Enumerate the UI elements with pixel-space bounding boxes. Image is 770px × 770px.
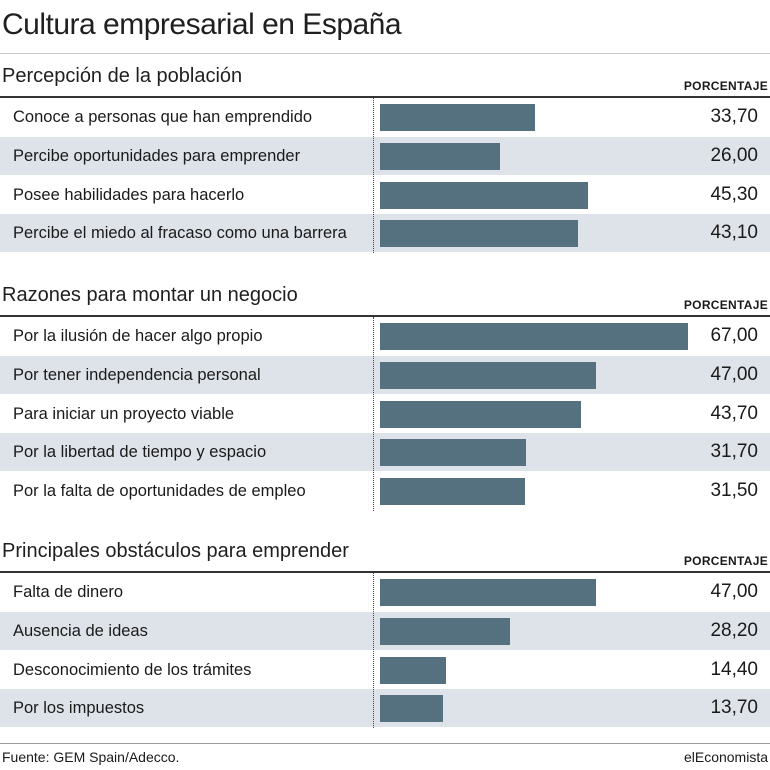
- bar: [380, 579, 597, 606]
- category-label: Percibe el miedo al fracaso como una bar…: [13, 224, 347, 243]
- value-column-header: PORCENTAJE: [683, 298, 768, 312]
- bar: [380, 104, 535, 131]
- section-title: Percepción de la población: [2, 65, 243, 87]
- bar-row: Desconocimiento de los trámites 14,40: [0, 651, 770, 689]
- value-label: 43,70: [710, 402, 758, 424]
- value-column-header: PORCENTAJE: [683, 79, 768, 93]
- category-label: Para iniciar un proyecto viable: [13, 404, 235, 423]
- value-label: 45,30: [710, 183, 758, 205]
- category-label: Conoce a personas que han emprendido: [13, 108, 313, 126]
- category-label: Por la ilusión de hacer algo propio: [13, 327, 263, 345]
- category-label: Por los impuestos: [13, 699, 145, 718]
- category-label: Por la libertad de tiempo y espacio: [13, 443, 267, 462]
- label-bar-divider: [373, 98, 374, 254]
- value-label: 47,00: [710, 581, 758, 602]
- section-title: Razones para montar un negocio: [2, 284, 298, 306]
- value-label: 47,00: [710, 363, 758, 385]
- bar-row: Ausencia de ideas 28,20: [0, 611, 770, 650]
- section-rule: [0, 571, 770, 573]
- bar-rows: Conoce a personas que han emprendido 33,7…: [0, 98, 770, 254]
- category-label: Ausencia de ideas: [13, 621, 148, 640]
- value-label: 28,20: [710, 619, 758, 641]
- section-rule: [0, 315, 770, 317]
- bar: [380, 478, 525, 506]
- category-label: Por la falta de oportunidades de empleo: [13, 482, 306, 501]
- category-label: Por tener independencia personal: [13, 365, 261, 384]
- value-label: 67,00: [710, 325, 758, 346]
- bar-row: Falta de dinero 47,00: [0, 573, 770, 611]
- bar-row: Conoce a personas que han emprendido 33,7…: [0, 98, 770, 136]
- category-label: Desconocimiento de los trámites: [13, 660, 252, 679]
- category-label: Posee habilidades para hacerlo: [13, 185, 245, 204]
- bar-row: Por tener independencia personal 47,00: [0, 355, 770, 394]
- value-label: 31,70: [710, 441, 758, 463]
- bar: [380, 220, 579, 248]
- value-label: 14,40: [710, 658, 758, 680]
- footer-divider: [0, 743, 770, 744]
- bar-row: Posee habilidades para hacerlo 45,30: [0, 176, 770, 214]
- bar: [380, 361, 597, 389]
- category-label: Percibe oportunidades para emprender: [13, 146, 301, 165]
- bar: [380, 656, 447, 684]
- chart-section-1: Percepción de la población PORCENTAJE Cono…: [0, 65, 770, 254]
- bar-row: Por la ilusión de hacer algo propio 67,00: [0, 317, 770, 355]
- bar-row: Por la libertad de tiempo y espacio 31,70: [0, 433, 770, 472]
- bar-row: Para iniciar un proyecto viable 43,70: [0, 395, 770, 433]
- source-note: Fuente: GEM Spain/Adecco.: [2, 749, 180, 765]
- bar-rows: Falta de dinero 47,00 Ausencia de ideas 28,…: [0, 573, 770, 729]
- value-label: 43,10: [710, 222, 758, 244]
- bar-row: Por los impuestos 13,70: [0, 689, 770, 728]
- bar: [380, 617, 510, 645]
- chart-section-2: Razones para montar un negocio PORCENTAJE…: [0, 284, 770, 511]
- value-column-header: PORCENTAJE: [683, 554, 768, 568]
- label-bar-divider: [373, 317, 374, 511]
- brand-logo-text: elEconomista: [683, 749, 768, 765]
- bar-row: Percibe oportunidades para emprender 26,0…: [0, 136, 770, 175]
- bar: [380, 400, 581, 428]
- bar-row: Por la falta de oportunidades de empleo 3…: [0, 472, 770, 510]
- bar: [380, 181, 589, 209]
- chart-title: Cultura empresarial en España: [2, 8, 402, 41]
- title-divider: [0, 53, 770, 54]
- value-label: 31,50: [710, 480, 758, 502]
- label-bar-divider: [373, 573, 374, 729]
- category-label: Falta de dinero: [13, 583, 124, 601]
- value-label: 33,70: [710, 106, 758, 127]
- bar: [380, 439, 526, 467]
- bar: [380, 323, 688, 350]
- bar: [380, 142, 500, 170]
- section-title: Principales obstáculos para emprender: [2, 540, 349, 562]
- bar: [380, 695, 443, 723]
- value-label: 13,70: [710, 697, 758, 719]
- chart-section-3: Principales obstáculos para emprender POR…: [0, 540, 770, 729]
- bar-rows: Por la ilusión de hacer algo propio 67,00…: [0, 317, 770, 511]
- value-label: 26,00: [710, 144, 758, 166]
- section-rule: [0, 96, 770, 98]
- bar-row: Percibe el miedo al fracaso como una bar…: [0, 214, 770, 253]
